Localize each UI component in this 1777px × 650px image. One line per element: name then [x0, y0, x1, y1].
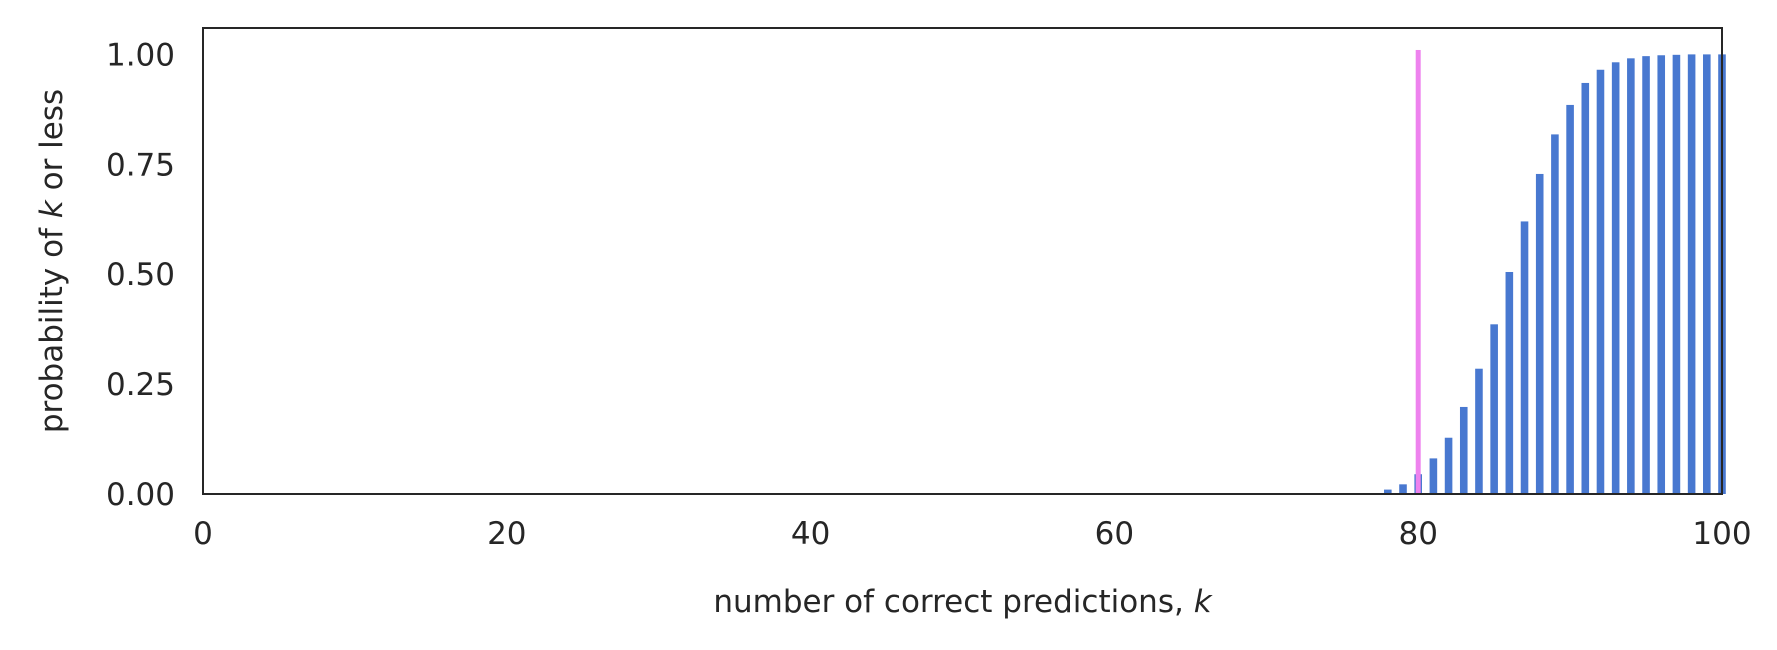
y-ticks: 0.00 0.25 0.50 0.75 1.00 — [106, 37, 175, 513]
bar-k-97 — [1672, 54, 1681, 494]
bar-k-86 — [1505, 271, 1514, 494]
x-axis-label-text: number of correct predictions, — [713, 584, 1193, 620]
y-tick-label: 1.00 — [106, 37, 175, 73]
bar-k-93 — [1611, 62, 1620, 494]
y-axis-label: probability of k or less — [34, 89, 70, 433]
x-tick-label: 20 — [487, 516, 526, 552]
x-tick-label: 60 — [1095, 516, 1134, 552]
bar-k-94 — [1627, 58, 1635, 494]
x-axis-label-variable: k — [1194, 584, 1213, 620]
bar-k-83 — [1459, 406, 1468, 494]
bar-k-91 — [1581, 82, 1590, 494]
bar-k-90 — [1566, 104, 1574, 495]
bar-k-81 — [1429, 458, 1438, 494]
y-tick-label: 0.00 — [106, 477, 175, 513]
bar-k-87 — [1520, 221, 1529, 494]
bar-k-92 — [1596, 69, 1605, 494]
bar-k-82 — [1444, 437, 1453, 494]
plot-frame — [202, 27, 1723, 495]
bars-layer — [1384, 54, 1726, 495]
bar-k-88 — [1535, 173, 1544, 494]
bar-k-98 — [1687, 54, 1696, 494]
reference-line-layer — [1415, 49, 1421, 494]
x-tick-label: 40 — [791, 516, 830, 552]
bar-k-84 — [1475, 368, 1483, 494]
bar-k-79 — [1399, 484, 1407, 494]
bar-k-96 — [1657, 55, 1666, 494]
x-tick-label: 80 — [1398, 516, 1437, 552]
x-tick-label: 100 — [1692, 516, 1751, 552]
bar-k-99 — [1703, 54, 1711, 494]
y-tick-label: 0.25 — [106, 367, 175, 403]
x-tick-label: 0 — [193, 516, 213, 552]
y-tick-label: 0.75 — [106, 147, 175, 183]
y-axis-label-variable: k — [34, 199, 70, 218]
bar-k-89 — [1551, 134, 1559, 494]
x-axis-label: number of correct predictions, k — [713, 584, 1212, 620]
x-ticks: 0 20 40 60 80 100 — [193, 516, 1751, 552]
bar-k-85 — [1490, 324, 1498, 494]
reference-line-k-80 — [1415, 49, 1421, 494]
y-axis-label-prefix: probability of — [34, 218, 70, 433]
bar-k-95 — [1642, 56, 1650, 494]
y-axis-label-suffix: or less — [34, 89, 70, 200]
y-tick-label: 0.50 — [106, 257, 175, 293]
bar-k-78 — [1384, 489, 1392, 494]
